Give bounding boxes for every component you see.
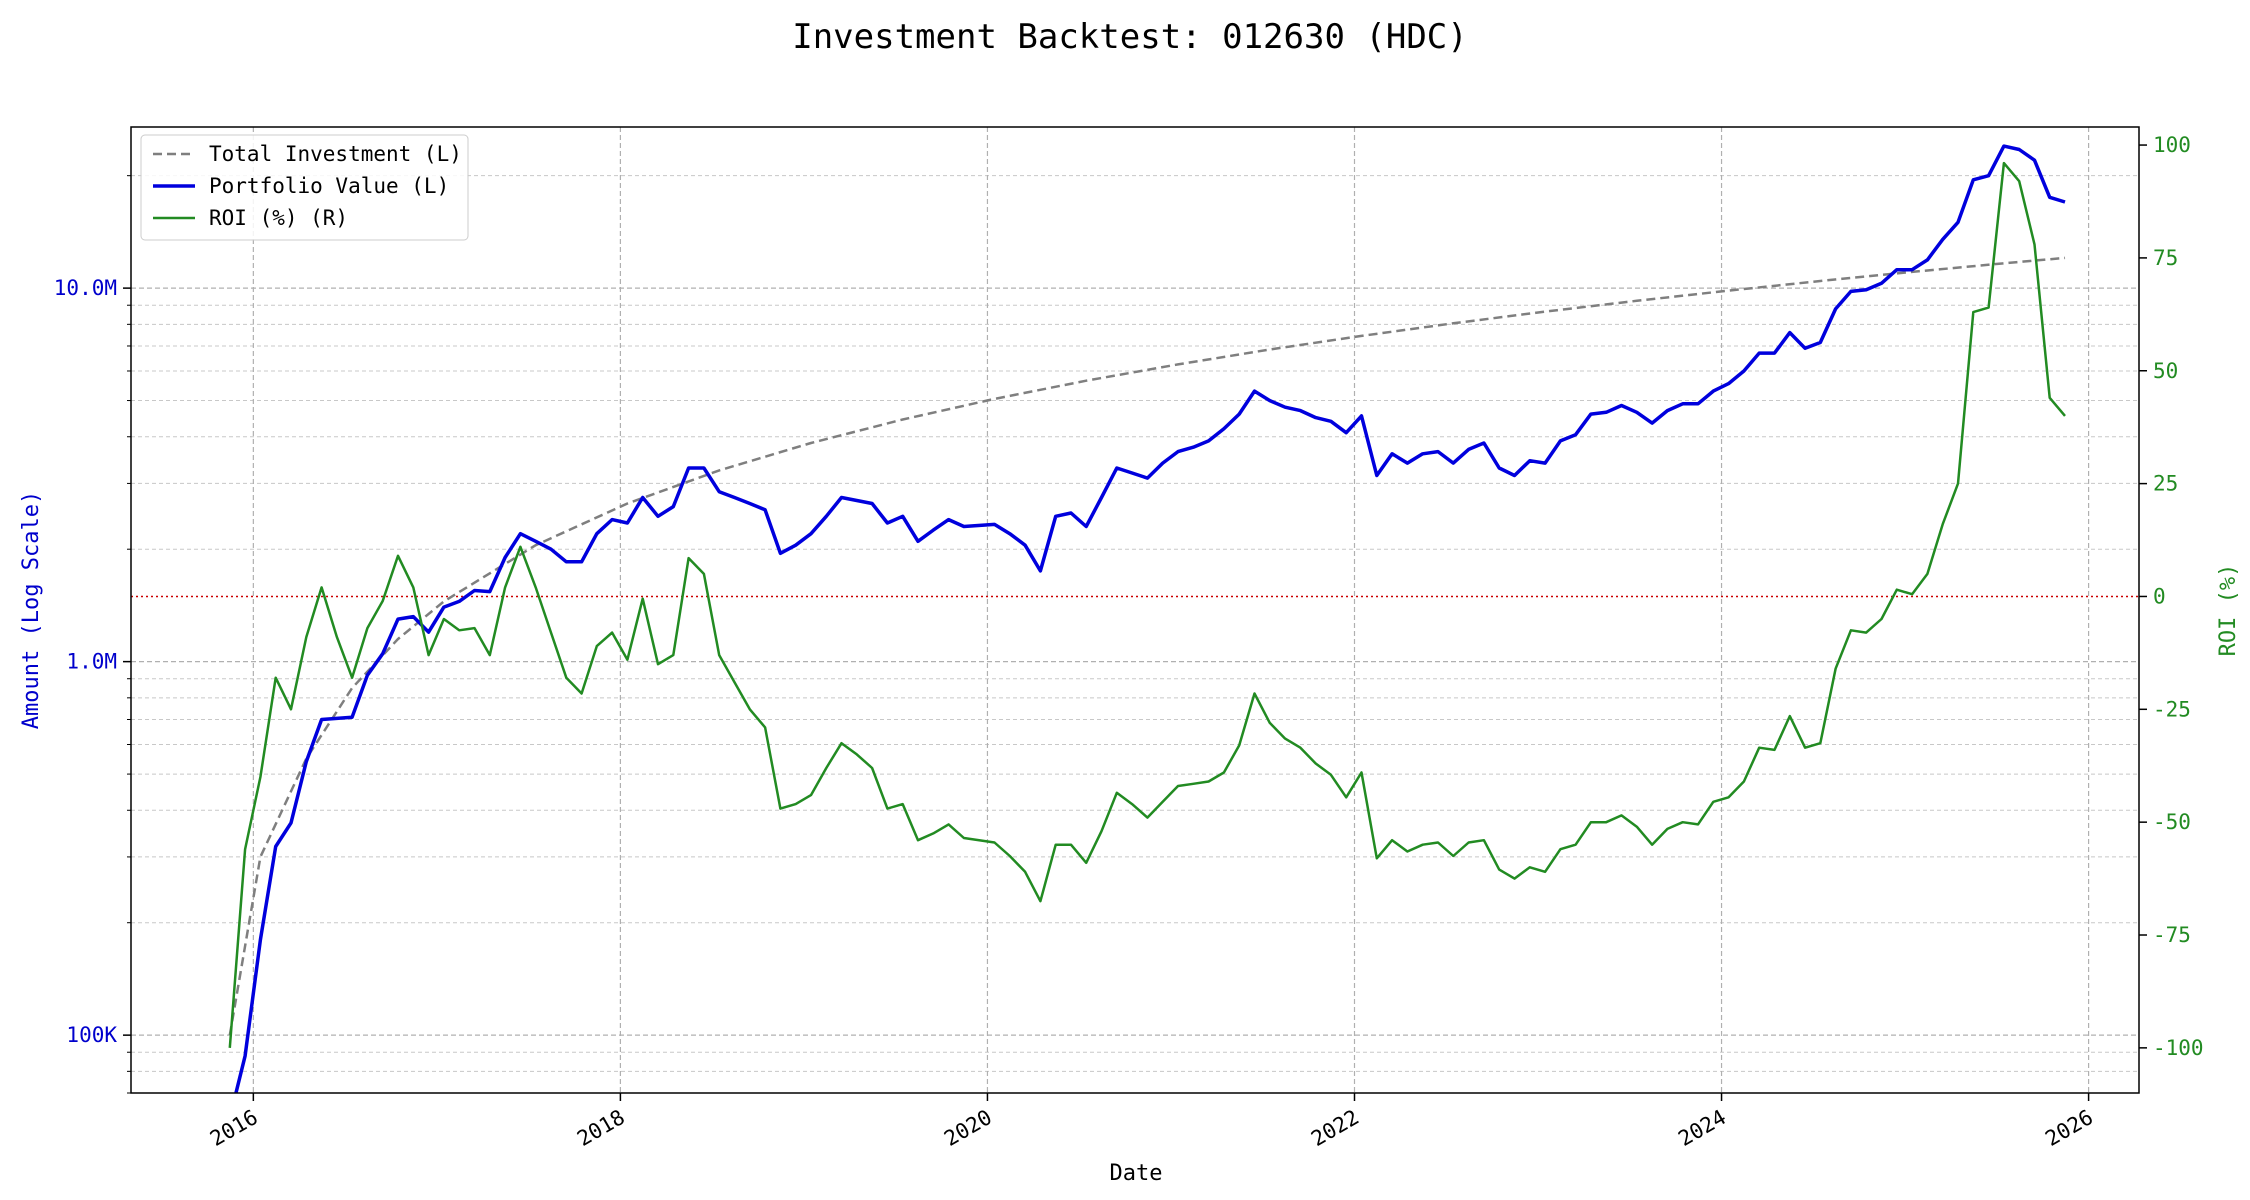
y-left-tick-label: 1.0M	[66, 650, 117, 674]
y-right-tick-label: -50	[2153, 810, 2191, 834]
x-axis-label: Date	[1110, 1161, 1163, 1186]
right-axis-ticks: -100 -75 -50 -25 0 25 50 75 100	[2139, 133, 2204, 1060]
chart-title: Investment Backtest: 012630 (HDC)	[792, 17, 1468, 57]
legend-box	[140, 134, 469, 241]
series-portfolio-value-line	[234, 144, 2066, 1093]
x-tick-label: 2020	[940, 1105, 996, 1151]
x-tick-label: 2018	[573, 1105, 629, 1151]
grid	[131, 127, 2139, 1094]
x-tick-label: 2026	[2041, 1105, 2097, 1151]
y-right-tick-label: -25	[2153, 697, 2191, 721]
y-right-tick-label: 75	[2153, 246, 2178, 270]
legend-label-total-investment: Total Investment (L)	[209, 142, 462, 166]
y-right-tick-label: 25	[2153, 472, 2178, 496]
x-axis-ticks: 2016 2018 2020 2022 2024 2026	[206, 1093, 2097, 1151]
y-left-tick-label: 10.0M	[54, 276, 117, 300]
x-tick-label: 2022	[1307, 1105, 1363, 1151]
left-axis-ticks: 100K 1.0M 10.0M	[54, 175, 131, 1094]
y-left-tick-label: 100K	[66, 1023, 117, 1047]
y-left-axis-label: Amount (Log Scale)	[19, 491, 44, 729]
x-tick-label: 2016	[206, 1105, 262, 1151]
series-layer	[228, 144, 2066, 1093]
plot-frame	[130, 126, 2140, 1094]
legend-label-portfolio-value: Portfolio Value (L)	[209, 174, 449, 198]
y-right-tick-label: -100	[2153, 1036, 2204, 1060]
y-right-tick-label: 50	[2153, 359, 2178, 383]
series-roi-line	[228, 161, 2066, 1048]
x-tick-label: 2024	[1674, 1105, 1730, 1151]
y-right-tick-label: 100	[2153, 133, 2191, 157]
legend: Total Investment (L) Portfolio Value (L)…	[140, 134, 469, 241]
y-right-tick-label: 0	[2153, 584, 2166, 608]
legend-label-roi: ROI (%) (R)	[209, 206, 348, 230]
y-right-axis-label: ROI (%)	[2216, 564, 2241, 657]
series-total-investment-line	[228, 256, 2066, 1036]
y-right-tick-label: -75	[2153, 923, 2191, 947]
